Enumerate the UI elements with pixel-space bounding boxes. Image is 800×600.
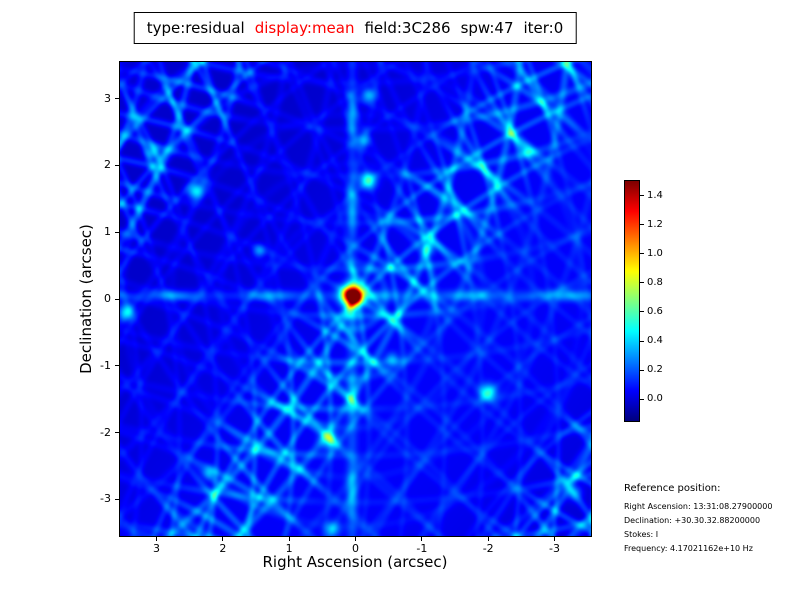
reference-position-block: Reference position: Right Ascension: 13:… bbox=[624, 483, 794, 558]
colorbar-tick-label: 1.2 bbox=[647, 218, 663, 230]
y-tick-label: -2 bbox=[100, 425, 111, 439]
y-tick-mark bbox=[115, 365, 119, 367]
y-tick-label: 2 bbox=[104, 158, 111, 172]
colorbar-tick-label: 1.0 bbox=[647, 247, 663, 259]
reference-heading: Reference position: bbox=[624, 483, 721, 494]
y-tick-mark bbox=[115, 432, 119, 434]
colorbar-tick-label: 0.4 bbox=[647, 335, 663, 346]
x-tick-mark bbox=[288, 537, 290, 541]
colorbar-tick-label: 0.2 bbox=[647, 364, 663, 376]
x-tick-mark bbox=[421, 537, 423, 541]
y-tick-label: 3 bbox=[104, 91, 111, 105]
reference-stokes: Stokes: I bbox=[624, 530, 659, 539]
y-tick-mark bbox=[115, 498, 119, 500]
colorbar-tick-mark bbox=[640, 195, 644, 197]
colorbar-tick-label: 0.6 bbox=[647, 305, 663, 317]
y-tick-label: 1 bbox=[104, 225, 111, 239]
y-tick-label: -3 bbox=[100, 492, 111, 506]
y-tick-label: -1 bbox=[100, 358, 111, 372]
residual-image-canvas bbox=[120, 62, 591, 536]
image-plot-area bbox=[119, 61, 592, 537]
colorbar-tick-mark bbox=[640, 253, 644, 255]
reference-dec: Declination: +30.30.32.88200000 bbox=[624, 516, 761, 525]
y-tick-mark bbox=[115, 298, 119, 300]
colorbar-tick-mark bbox=[640, 282, 644, 284]
colorbar-tick-mark bbox=[640, 398, 644, 400]
title-part: display:mean bbox=[254, 19, 355, 37]
title-part: iter:0 bbox=[523, 19, 564, 37]
plot-title: type:residual display:mean field:3C286 spw:… bbox=[133, 12, 577, 44]
x-tick-label: 2 bbox=[219, 542, 227, 555]
title-part: field:3C286 bbox=[364, 19, 451, 37]
y-tick-mark bbox=[115, 231, 119, 233]
x-tick-mark bbox=[355, 537, 356, 541]
colorbar-tick-mark bbox=[640, 224, 644, 226]
title-part: spw:47 bbox=[460, 19, 514, 37]
x-tick-mark bbox=[155, 537, 157, 541]
colorbar-tick-label: 1.4 bbox=[647, 189, 663, 201]
title-part: type:residual bbox=[146, 19, 245, 37]
x-tick-label: 3 bbox=[152, 542, 160, 555]
y-tick-label: 0 bbox=[104, 292, 111, 305]
x-tick-mark bbox=[487, 537, 489, 541]
y-tick-mark bbox=[115, 164, 119, 166]
colorbar-tick-label: 0.8 bbox=[647, 276, 663, 288]
colorbar-tick-mark bbox=[640, 311, 644, 313]
x-tick-mark bbox=[222, 537, 224, 541]
colorbar bbox=[624, 180, 640, 422]
x-tick-mark bbox=[554, 537, 555, 541]
reference-ra: Right Ascension: 13:31:08.27900000 bbox=[624, 502, 773, 511]
reference-frequency: Frequency: 4.17021162e+10 Hz bbox=[624, 544, 753, 553]
y-tick-mark bbox=[115, 98, 119, 100]
x-tick-label: -2 bbox=[482, 542, 494, 555]
colorbar-tick-label: 0.0 bbox=[647, 393, 663, 405]
colorbar-gradient bbox=[625, 181, 639, 421]
x-axis-label: Right Ascension (arcsec) bbox=[262, 553, 448, 571]
colorbar-tick-mark bbox=[640, 369, 644, 371]
x-tick-label: -3 bbox=[549, 542, 560, 555]
x-tick-label: -1 bbox=[416, 542, 428, 555]
colorbar-tick-mark bbox=[640, 340, 644, 342]
x-tick-label: 0 bbox=[352, 542, 359, 555]
x-tick-label: 1 bbox=[285, 542, 293, 555]
